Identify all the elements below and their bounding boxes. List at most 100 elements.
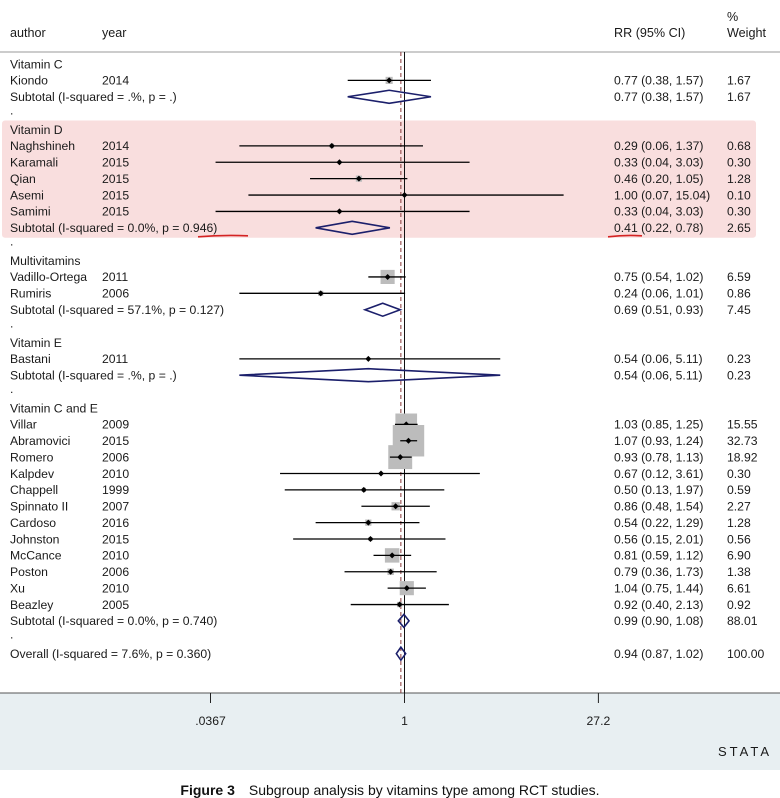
stata-watermark: STATA	[718, 744, 772, 759]
study-weight: 32.73	[727, 434, 758, 448]
point-estimate	[384, 273, 391, 280]
study-year: 2006	[102, 450, 129, 464]
study-weight: 0.56	[727, 532, 751, 546]
subtotal-rr-ci: 0.41 (0.22, 0.78)	[614, 221, 703, 235]
study-weight: 0.30	[727, 467, 751, 481]
study-author: Romero	[10, 450, 54, 464]
subtotal-weight: 88.01	[727, 614, 758, 628]
study-weight: 0.30	[727, 156, 751, 170]
study-weight: 18.92	[727, 450, 758, 464]
study-year: 2015	[102, 532, 129, 546]
study-weight: 0.86	[727, 287, 751, 301]
study-rr-ci: 0.75 (0.54, 1.02)	[614, 270, 703, 284]
subtotal-diamond	[397, 613, 411, 629]
study-author: Cardoso	[10, 516, 56, 530]
underline-estimate	[607, 234, 643, 238]
caption-label: Figure 3	[180, 782, 235, 798]
study-author: Kalpdev	[10, 467, 55, 481]
spacer-dot: .	[10, 234, 13, 248]
subtotal-label: Subtotal (I-squared = 0.0%, p = 0.946)	[10, 221, 217, 235]
study-author: Villar	[10, 418, 37, 432]
study-author: Kiondo	[10, 74, 48, 88]
group-label: Vitamin E	[10, 336, 62, 350]
subtotal-label: Subtotal (I-squared = 0.0%, p = 0.740)	[10, 614, 217, 628]
study-author: Poston	[10, 565, 48, 579]
point-estimate	[360, 486, 367, 493]
study-author: Spinnato II	[10, 500, 68, 514]
study-rr-ci: 0.86 (0.48, 1.54)	[614, 500, 703, 514]
subtotal-diamond	[347, 89, 432, 105]
study-rr-ci: 1.03 (0.85, 1.25)	[614, 418, 703, 432]
point-estimate	[405, 437, 412, 444]
study-weight: 0.68	[727, 139, 751, 153]
study-rr-ci: 1.00 (0.07, 15.04)	[614, 188, 710, 202]
subtotal-diamond	[315, 220, 391, 236]
study-weight: 6.90	[727, 549, 751, 563]
study-year: 2015	[102, 156, 129, 170]
header-author: author	[10, 26, 46, 40]
study-rr-ci: 0.54 (0.06, 5.11)	[614, 352, 703, 366]
study-year: 2014	[102, 139, 129, 153]
spacer-dot: .	[10, 628, 13, 642]
overall-rr-ci: 0.94 (0.87, 1.02)	[614, 647, 703, 661]
group-label: Vitamin D	[10, 123, 63, 137]
study-year: 2016	[102, 516, 129, 530]
subtotal-diamond	[239, 367, 501, 383]
study-year: 2007	[102, 500, 129, 514]
group-label: Vitamin C	[10, 57, 63, 71]
study-year: 2011	[102, 270, 128, 284]
subtotal-label: Subtotal (I-squared = 57.1%, p = 0.127)	[10, 303, 224, 317]
study-author: Bastani	[10, 352, 51, 366]
axis-tick-label: .0367	[195, 714, 226, 728]
group-label: Vitamin C and E	[10, 401, 98, 415]
study-rr-ci: 0.67 (0.12, 3.61)	[614, 467, 703, 481]
study-author: Qian	[10, 172, 36, 186]
study-rr-ci: 0.33 (0.04, 3.03)	[614, 205, 703, 219]
study-year: 2006	[102, 565, 129, 579]
study-rr-ci: 0.56 (0.15, 2.01)	[614, 532, 703, 546]
point-estimate	[403, 585, 410, 592]
study-year: 2015	[102, 205, 129, 219]
study-author: Johnston	[10, 532, 59, 546]
subtotal-rr-ci: 0.69 (0.51, 0.93)	[614, 303, 703, 317]
study-rr-ci: 0.33 (0.04, 3.03)	[614, 156, 703, 170]
study-rr-ci: 0.79 (0.36, 1.73)	[614, 565, 703, 579]
study-weight: 0.23	[727, 352, 751, 366]
point-estimate	[355, 175, 362, 182]
study-rr-ci: 0.92 (0.40, 2.13)	[614, 598, 703, 612]
study-author: Naghshineh	[10, 139, 75, 153]
study-rr-ci: 0.29 (0.06, 1.37)	[614, 139, 703, 153]
study-weight: 0.92	[727, 598, 751, 612]
study-rr-ci: 0.50 (0.13, 1.97)	[614, 483, 703, 497]
caption-text: Subgroup analysis by vitamins type among…	[248, 782, 600, 798]
study-author: Karamali	[10, 156, 58, 170]
subtotal-weight: 7.45	[727, 303, 751, 317]
subtotal-label: Subtotal (I-squared = .%, p = .)	[10, 90, 177, 104]
study-year: 2015	[102, 434, 129, 448]
overall-label: Overall (I-squared = 7.6%, p = 0.360)	[10, 647, 211, 661]
study-rr-ci: 0.77 (0.38, 1.57)	[614, 74, 703, 88]
study-year: 2006	[102, 287, 129, 301]
study-year: 2011	[102, 352, 128, 366]
subtotal-rr-ci: 0.99 (0.90, 1.08)	[614, 614, 703, 628]
point-estimate	[336, 159, 343, 166]
study-weight: 1.38	[727, 565, 751, 579]
header-weight: Weight	[727, 26, 766, 40]
study-author: Asemi	[10, 188, 44, 202]
group-label: Multivitamins	[10, 254, 80, 268]
forest-plot: author year RR (95% CI) % Weight Vitamin…	[0, 10, 780, 770]
study-author: Chappell	[10, 483, 58, 497]
study-weight: 6.61	[727, 581, 751, 595]
study-weight: 1.28	[727, 516, 751, 530]
header-year: year	[102, 26, 127, 40]
study-weight: 0.30	[727, 205, 751, 219]
point-estimate	[365, 355, 372, 362]
point-estimate	[367, 536, 374, 543]
underline-p-value	[197, 234, 249, 238]
point-estimate	[387, 568, 394, 575]
study-author: Rumiris	[10, 287, 51, 301]
study-author: Beazley	[10, 598, 54, 612]
subtotal-rr-ci: 0.54 (0.06, 5.11)	[614, 369, 703, 383]
study-author: Samimi	[10, 205, 51, 219]
study-rr-ci: 1.07 (0.93, 1.24)	[614, 434, 703, 448]
